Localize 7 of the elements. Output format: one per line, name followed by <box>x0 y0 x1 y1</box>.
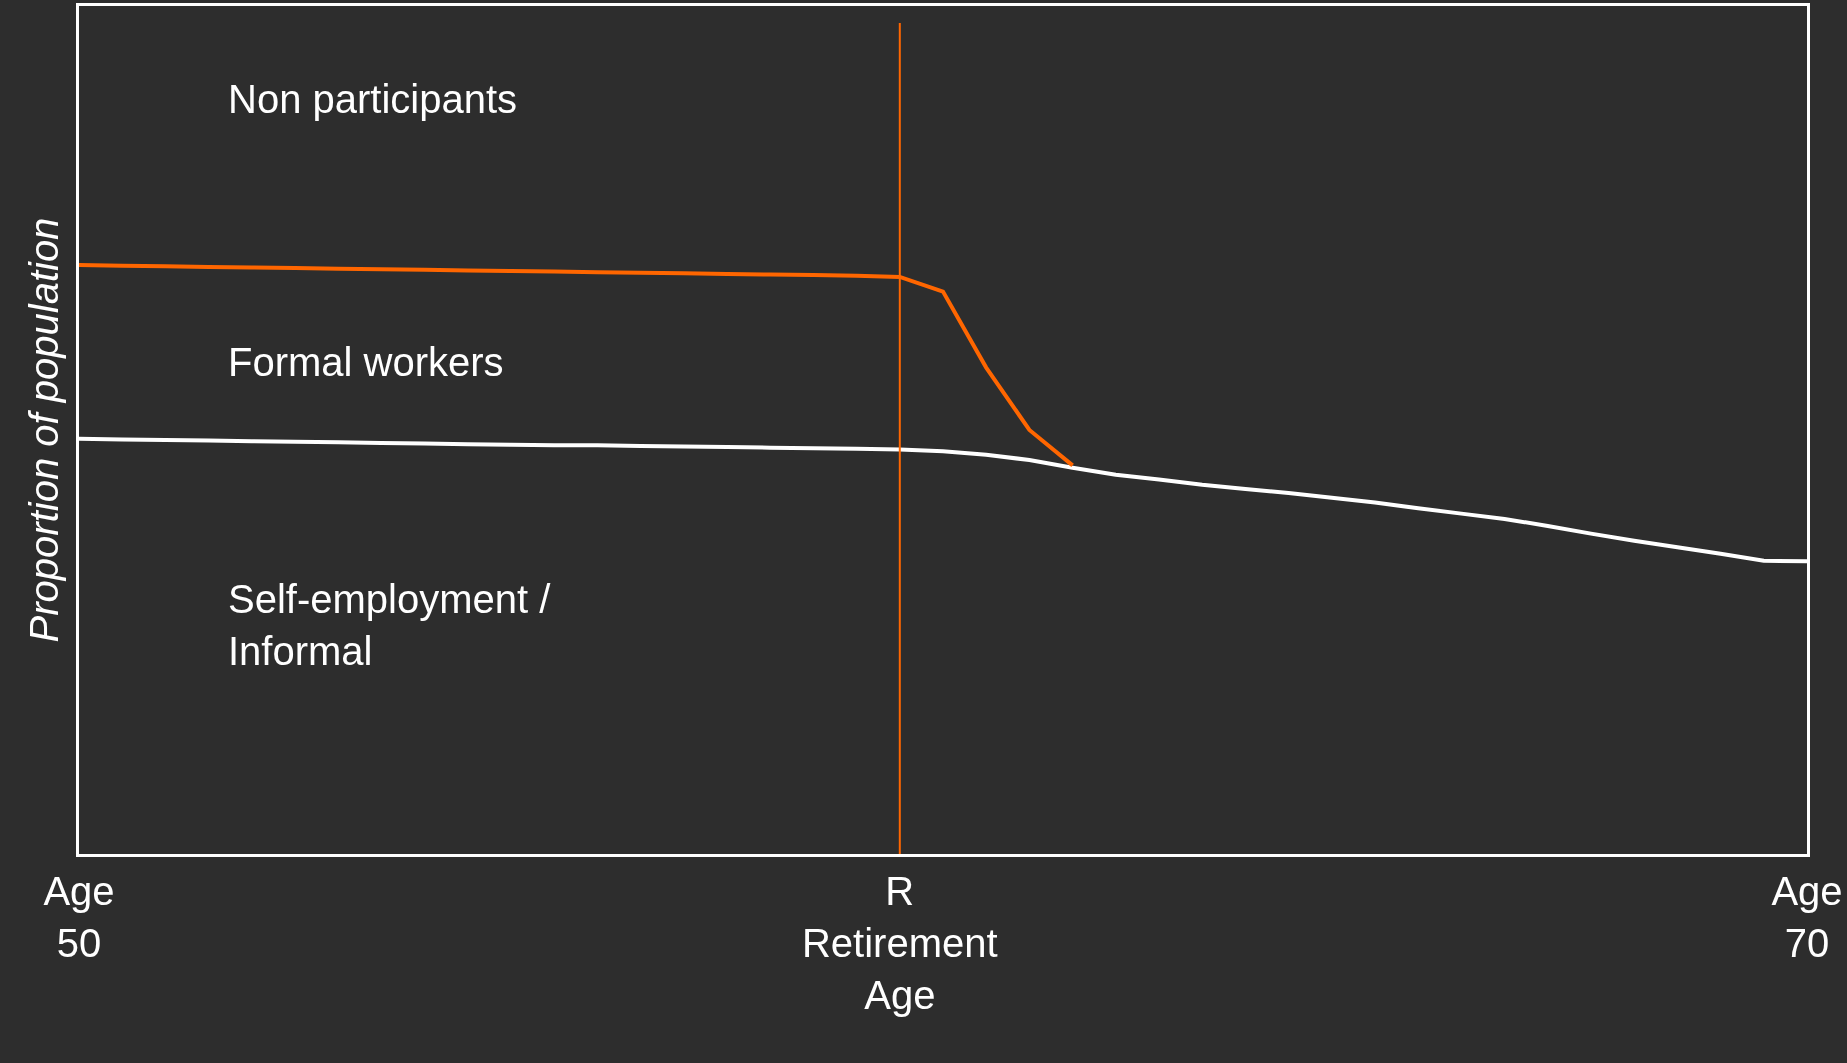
x-tick-label: Age 70 <box>1771 869 1843 965</box>
annotation: Formal workers <box>228 340 504 384</box>
text: Non participants <box>228 77 518 121</box>
y-axis-title: Proportion of population <box>21 217 66 643</box>
x-tick-label: Age 50 <box>43 869 115 965</box>
annotation: Self-employment / Informal <box>228 577 552 673</box>
x-tick-label: R Retirement Age <box>801 869 998 1017</box>
